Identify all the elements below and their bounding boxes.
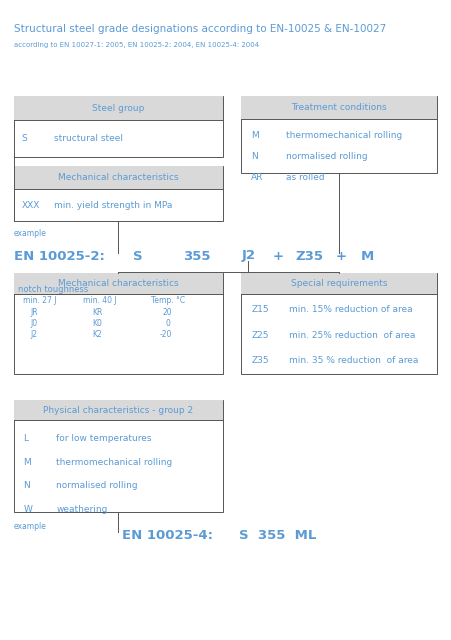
Text: as rolled: as rolled (286, 173, 325, 182)
Text: example: example (14, 522, 46, 531)
FancyBboxPatch shape (14, 273, 223, 374)
Text: S: S (22, 134, 28, 143)
Text: normalised rolling: normalised rolling (56, 481, 138, 490)
Text: min. 27 J: min. 27 J (23, 296, 56, 305)
Text: M: M (361, 250, 374, 262)
Text: N: N (251, 152, 258, 161)
Text: Temp. °C: Temp. °C (151, 296, 185, 305)
Text: 0: 0 (166, 319, 171, 328)
Text: -20: -20 (160, 330, 172, 339)
Text: min. 15% reduction of area: min. 15% reduction of area (289, 305, 412, 314)
Text: K2: K2 (92, 330, 102, 339)
Text: Mechanical characteristics: Mechanical characteristics (58, 279, 179, 288)
Text: Z25: Z25 (251, 331, 269, 340)
Text: Treatment conditions: Treatment conditions (291, 103, 387, 112)
FancyBboxPatch shape (14, 96, 223, 157)
Text: W: W (23, 505, 32, 514)
Text: Z35: Z35 (251, 356, 269, 365)
FancyBboxPatch shape (14, 166, 223, 221)
FancyBboxPatch shape (241, 96, 437, 119)
Text: M: M (251, 131, 259, 140)
Text: JR: JR (31, 308, 38, 317)
Text: min. 35 % reduction  of area: min. 35 % reduction of area (289, 356, 418, 365)
Text: notch toughness: notch toughness (18, 285, 88, 294)
FancyBboxPatch shape (14, 400, 223, 420)
Text: L: L (23, 434, 28, 443)
FancyBboxPatch shape (241, 273, 437, 374)
Text: K0: K0 (92, 319, 102, 328)
Text: normalised rolling: normalised rolling (286, 152, 368, 161)
Text: KR: KR (92, 308, 103, 317)
Text: S  355  ML: S 355 ML (239, 529, 317, 542)
Text: min. 40 J: min. 40 J (83, 296, 117, 305)
FancyBboxPatch shape (241, 273, 437, 294)
Text: Special requirements: Special requirements (291, 279, 387, 288)
FancyBboxPatch shape (14, 166, 223, 189)
Text: example: example (14, 229, 46, 238)
Text: EN 10025-4:: EN 10025-4: (122, 529, 213, 542)
Text: for low temperatures: for low temperatures (56, 434, 152, 443)
Text: structural steel: structural steel (54, 134, 123, 143)
Text: Steel group: Steel group (92, 104, 145, 113)
Text: AR: AR (251, 173, 263, 182)
Text: Mechanical characteristics: Mechanical characteristics (58, 173, 179, 182)
Text: according to EN 10027-1: 2005, EN 10025-2: 2004, EN 10025-4: 2004: according to EN 10027-1: 2005, EN 10025-… (14, 42, 259, 48)
Text: M: M (23, 458, 31, 467)
Text: Physical characteristics - group 2: Physical characteristics - group 2 (43, 406, 193, 415)
Text: J2: J2 (31, 330, 38, 339)
Text: N: N (23, 481, 30, 490)
Text: XXX: XXX (22, 200, 40, 210)
Text: Structural steel grade designations according to EN-10025 & EN-10027: Structural steel grade designations acco… (14, 24, 386, 34)
Text: S: S (133, 250, 143, 262)
FancyBboxPatch shape (14, 96, 223, 120)
Text: min. yield strength in MPa: min. yield strength in MPa (54, 200, 172, 210)
FancyBboxPatch shape (14, 400, 223, 512)
Text: min. 25% reduction  of area: min. 25% reduction of area (289, 331, 415, 340)
FancyBboxPatch shape (14, 273, 223, 294)
Text: weathering: weathering (56, 505, 108, 514)
Text: EN 10025-2:: EN 10025-2: (14, 250, 104, 262)
Text: thermomechanical rolling: thermomechanical rolling (286, 131, 403, 140)
Text: J2: J2 (241, 250, 255, 262)
Text: 20: 20 (162, 308, 172, 317)
Text: thermomechanical rolling: thermomechanical rolling (56, 458, 173, 467)
Text: +: + (336, 250, 347, 262)
Text: J0: J0 (31, 319, 38, 328)
Text: Z15: Z15 (251, 305, 269, 314)
Text: Z35: Z35 (295, 250, 323, 262)
Text: +: + (273, 250, 284, 262)
Text: 355: 355 (183, 250, 210, 262)
FancyBboxPatch shape (241, 96, 437, 173)
